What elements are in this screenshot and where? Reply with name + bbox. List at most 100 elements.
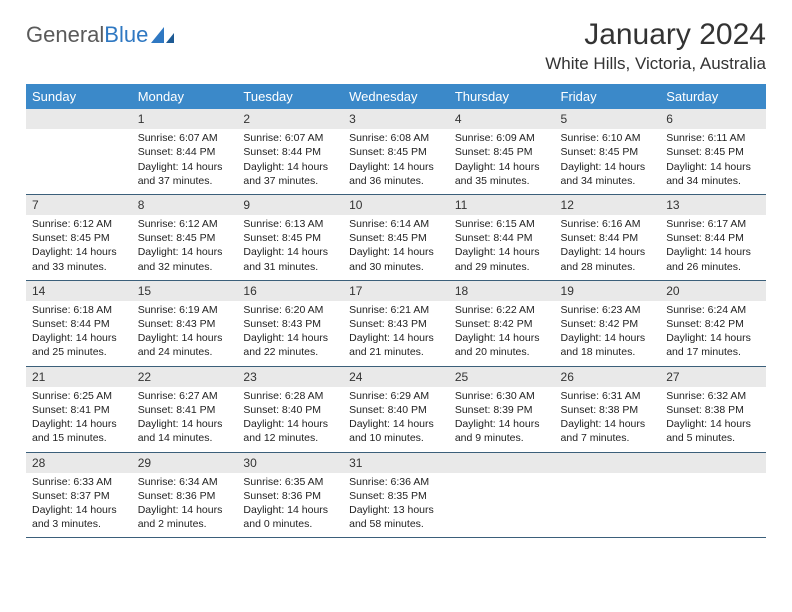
sunset-text: Sunset: 8:38 PM <box>666 403 760 417</box>
calendar-cell: 26Sunrise: 6:31 AMSunset: 8:38 PMDayligh… <box>555 366 661 452</box>
calendar-week-row: 14Sunrise: 6:18 AMSunset: 8:44 PMDayligh… <box>26 280 766 366</box>
sunrise-text: Sunrise: 6:21 AM <box>349 303 443 317</box>
sunset-text: Sunset: 8:38 PM <box>561 403 655 417</box>
weekday-header: Saturday <box>660 84 766 109</box>
sunset-text: Sunset: 8:37 PM <box>32 489 126 503</box>
day-content: Sunrise: 6:23 AMSunset: 8:42 PMDaylight:… <box>555 301 661 366</box>
day-content: Sunrise: 6:09 AMSunset: 8:45 PMDaylight:… <box>449 129 555 194</box>
calendar-cell: 13Sunrise: 6:17 AMSunset: 8:44 PMDayligh… <box>660 194 766 280</box>
sunset-text: Sunset: 8:40 PM <box>349 403 443 417</box>
sunset-text: Sunset: 8:45 PM <box>243 231 337 245</box>
daylight-text: Daylight: 14 hours and 17 minutes. <box>666 331 760 359</box>
sunset-text: Sunset: 8:41 PM <box>32 403 126 417</box>
calendar-week-row: 28Sunrise: 6:33 AMSunset: 8:37 PMDayligh… <box>26 452 766 538</box>
logo: GeneralBlue <box>26 22 176 48</box>
day-number: 11 <box>449 195 555 215</box>
sunrise-text: Sunrise: 6:36 AM <box>349 475 443 489</box>
daylight-text: Daylight: 14 hours and 25 minutes. <box>32 331 126 359</box>
day-number: 3 <box>343 109 449 129</box>
day-number: 26 <box>555 367 661 387</box>
calendar-cell: 24Sunrise: 6:29 AMSunset: 8:40 PMDayligh… <box>343 366 449 452</box>
sunset-text: Sunset: 8:45 PM <box>349 145 443 159</box>
sunrise-text: Sunrise: 6:32 AM <box>666 389 760 403</box>
sunrise-text: Sunrise: 6:15 AM <box>455 217 549 231</box>
day-number: 18 <box>449 281 555 301</box>
day-number <box>26 109 132 129</box>
calendar-cell: 11Sunrise: 6:15 AMSunset: 8:44 PMDayligh… <box>449 194 555 280</box>
day-number: 12 <box>555 195 661 215</box>
calendar-cell: 4Sunrise: 6:09 AMSunset: 8:45 PMDaylight… <box>449 109 555 194</box>
daylight-text: Daylight: 14 hours and 37 minutes. <box>138 160 232 188</box>
logo-text-2: Blue <box>104 22 148 48</box>
day-content: Sunrise: 6:16 AMSunset: 8:44 PMDaylight:… <box>555 215 661 280</box>
day-number: 16 <box>237 281 343 301</box>
calendar-cell: 9Sunrise: 6:13 AMSunset: 8:45 PMDaylight… <box>237 194 343 280</box>
calendar-cell: 10Sunrise: 6:14 AMSunset: 8:45 PMDayligh… <box>343 194 449 280</box>
calendar-cell: 2Sunrise: 6:07 AMSunset: 8:44 PMDaylight… <box>237 109 343 194</box>
daylight-text: Daylight: 14 hours and 28 minutes. <box>561 245 655 273</box>
daylight-text: Daylight: 13 hours and 58 minutes. <box>349 503 443 531</box>
day-content: Sunrise: 6:22 AMSunset: 8:42 PMDaylight:… <box>449 301 555 366</box>
calendar-cell: 18Sunrise: 6:22 AMSunset: 8:42 PMDayligh… <box>449 280 555 366</box>
day-number <box>660 453 766 473</box>
day-content: Sunrise: 6:31 AMSunset: 8:38 PMDaylight:… <box>555 387 661 452</box>
day-content: Sunrise: 6:36 AMSunset: 8:35 PMDaylight:… <box>343 473 449 538</box>
weekday-header: Monday <box>132 84 238 109</box>
day-number: 2 <box>237 109 343 129</box>
sunset-text: Sunset: 8:36 PM <box>138 489 232 503</box>
sunrise-text: Sunrise: 6:10 AM <box>561 131 655 145</box>
sunset-text: Sunset: 8:44 PM <box>243 145 337 159</box>
weekday-header: Friday <box>555 84 661 109</box>
calendar-cell: 23Sunrise: 6:28 AMSunset: 8:40 PMDayligh… <box>237 366 343 452</box>
sunset-text: Sunset: 8:44 PM <box>32 317 126 331</box>
sunset-text: Sunset: 8:44 PM <box>455 231 549 245</box>
daylight-text: Daylight: 14 hours and 3 minutes. <box>32 503 126 531</box>
daylight-text: Daylight: 14 hours and 21 minutes. <box>349 331 443 359</box>
weekday-header-row: Sunday Monday Tuesday Wednesday Thursday… <box>26 84 766 109</box>
day-content: Sunrise: 6:30 AMSunset: 8:39 PMDaylight:… <box>449 387 555 452</box>
day-content: Sunrise: 6:28 AMSunset: 8:40 PMDaylight:… <box>237 387 343 452</box>
sunrise-text: Sunrise: 6:24 AM <box>666 303 760 317</box>
sunrise-text: Sunrise: 6:23 AM <box>561 303 655 317</box>
day-number: 17 <box>343 281 449 301</box>
calendar-cell <box>26 109 132 194</box>
sunrise-text: Sunrise: 6:08 AM <box>349 131 443 145</box>
weekday-header: Sunday <box>26 84 132 109</box>
daylight-text: Daylight: 14 hours and 36 minutes. <box>349 160 443 188</box>
day-content: Sunrise: 6:17 AMSunset: 8:44 PMDaylight:… <box>660 215 766 280</box>
sunset-text: Sunset: 8:45 PM <box>455 145 549 159</box>
day-content: Sunrise: 6:15 AMSunset: 8:44 PMDaylight:… <box>449 215 555 280</box>
sunrise-text: Sunrise: 6:12 AM <box>32 217 126 231</box>
sunset-text: Sunset: 8:41 PM <box>138 403 232 417</box>
day-content: Sunrise: 6:32 AMSunset: 8:38 PMDaylight:… <box>660 387 766 452</box>
page-subtitle: White Hills, Victoria, Australia <box>545 54 766 74</box>
daylight-text: Daylight: 14 hours and 34 minutes. <box>561 160 655 188</box>
calendar-week-row: 7Sunrise: 6:12 AMSunset: 8:45 PMDaylight… <box>26 194 766 280</box>
day-content: Sunrise: 6:24 AMSunset: 8:42 PMDaylight:… <box>660 301 766 366</box>
sunrise-text: Sunrise: 6:17 AM <box>666 217 760 231</box>
daylight-text: Daylight: 14 hours and 33 minutes. <box>32 245 126 273</box>
weekday-header: Thursday <box>449 84 555 109</box>
sunset-text: Sunset: 8:40 PM <box>243 403 337 417</box>
day-number: 15 <box>132 281 238 301</box>
daylight-text: Daylight: 14 hours and 18 minutes. <box>561 331 655 359</box>
day-content: Sunrise: 6:07 AMSunset: 8:44 PMDaylight:… <box>132 129 238 194</box>
sunset-text: Sunset: 8:42 PM <box>666 317 760 331</box>
daylight-text: Daylight: 14 hours and 35 minutes. <box>455 160 549 188</box>
day-number: 19 <box>555 281 661 301</box>
day-content: Sunrise: 6:10 AMSunset: 8:45 PMDaylight:… <box>555 129 661 194</box>
sunset-text: Sunset: 8:44 PM <box>561 231 655 245</box>
day-number: 10 <box>343 195 449 215</box>
daylight-text: Daylight: 14 hours and 10 minutes. <box>349 417 443 445</box>
day-content: Sunrise: 6:14 AMSunset: 8:45 PMDaylight:… <box>343 215 449 280</box>
daylight-text: Daylight: 14 hours and 20 minutes. <box>455 331 549 359</box>
day-number: 27 <box>660 367 766 387</box>
day-number <box>555 453 661 473</box>
sunrise-text: Sunrise: 6:30 AM <box>455 389 549 403</box>
sunrise-text: Sunrise: 6:22 AM <box>455 303 549 317</box>
calendar-cell: 12Sunrise: 6:16 AMSunset: 8:44 PMDayligh… <box>555 194 661 280</box>
sunset-text: Sunset: 8:42 PM <box>561 317 655 331</box>
day-content: Sunrise: 6:18 AMSunset: 8:44 PMDaylight:… <box>26 301 132 366</box>
sunrise-text: Sunrise: 6:35 AM <box>243 475 337 489</box>
day-number: 30 <box>237 453 343 473</box>
